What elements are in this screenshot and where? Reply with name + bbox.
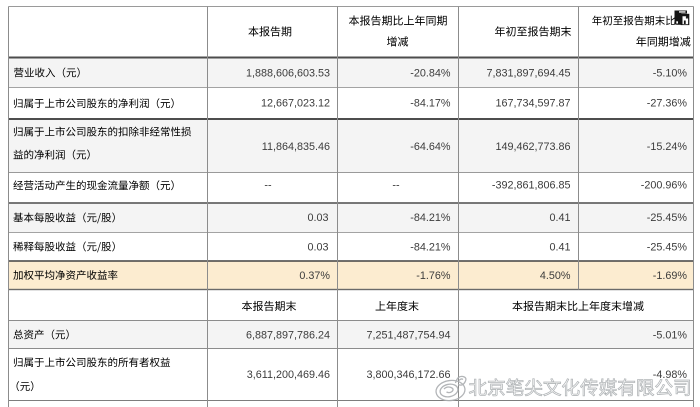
svg-text:167,734,597.87: 167,734,597.87 bbox=[495, 98, 570, 110]
svg-text:-1.76%: -1.76% bbox=[416, 270, 451, 282]
svg-text:0.41: 0.41 bbox=[549, 241, 570, 253]
svg-text:-5.01%: -5.01% bbox=[653, 329, 688, 341]
svg-text:7,251,487,754.94: 7,251,487,754.94 bbox=[366, 329, 450, 341]
svg-text:149,462,773.86: 149,462,773.86 bbox=[495, 141, 570, 153]
svg-text:-25.45%: -25.45% bbox=[647, 241, 688, 253]
svg-text:-25.45%: -25.45% bbox=[647, 212, 688, 224]
svg-text:3,800,346,172.66: 3,800,346,172.66 bbox=[366, 369, 450, 381]
svg-text:-20.84%: -20.84% bbox=[410, 67, 451, 79]
svg-text:-1.69%: -1.69% bbox=[653, 270, 688, 282]
svg-text:-84.21%: -84.21% bbox=[410, 241, 451, 253]
svg-text:--: -- bbox=[264, 180, 272, 192]
svg-text:12,667,023.12: 12,667,023.12 bbox=[261, 98, 330, 110]
svg-text:-84.17%: -84.17% bbox=[410, 98, 451, 110]
svg-text:0.03: 0.03 bbox=[307, 241, 328, 253]
svg-text:-84.21%: -84.21% bbox=[410, 212, 451, 224]
svg-text:1,888,606,603.53: 1,888,606,603.53 bbox=[246, 67, 330, 79]
svg-text:-4.98%: -4.98% bbox=[653, 369, 688, 381]
svg-text:4.50%: 4.50% bbox=[540, 270, 571, 282]
svg-text:-5.10%: -5.10% bbox=[653, 67, 688, 79]
svg-text:-27.36%: -27.36% bbox=[647, 98, 688, 110]
svg-text:6,887,897,786.24: 6,887,897,786.24 bbox=[246, 329, 330, 341]
svg-text:0.37%: 0.37% bbox=[299, 270, 330, 282]
svg-text:3,611,200,469.46: 3,611,200,469.46 bbox=[247, 369, 330, 381]
svg-text:0.41: 0.41 bbox=[549, 212, 570, 224]
svg-text:11,864,835.46: 11,864,835.46 bbox=[262, 141, 330, 153]
svg-text:-392,861,806.85: -392,861,806.85 bbox=[492, 180, 571, 192]
svg-text:-15.24%: -15.24% bbox=[647, 141, 688, 153]
svg-text:-64.64%: -64.64% bbox=[410, 141, 451, 153]
svg-text:0.03: 0.03 bbox=[307, 212, 328, 224]
svg-text:7,831,897,694.45: 7,831,897,694.45 bbox=[486, 67, 570, 79]
svg-text:-200.96%: -200.96% bbox=[641, 180, 688, 192]
svg-text:--: -- bbox=[392, 180, 400, 192]
